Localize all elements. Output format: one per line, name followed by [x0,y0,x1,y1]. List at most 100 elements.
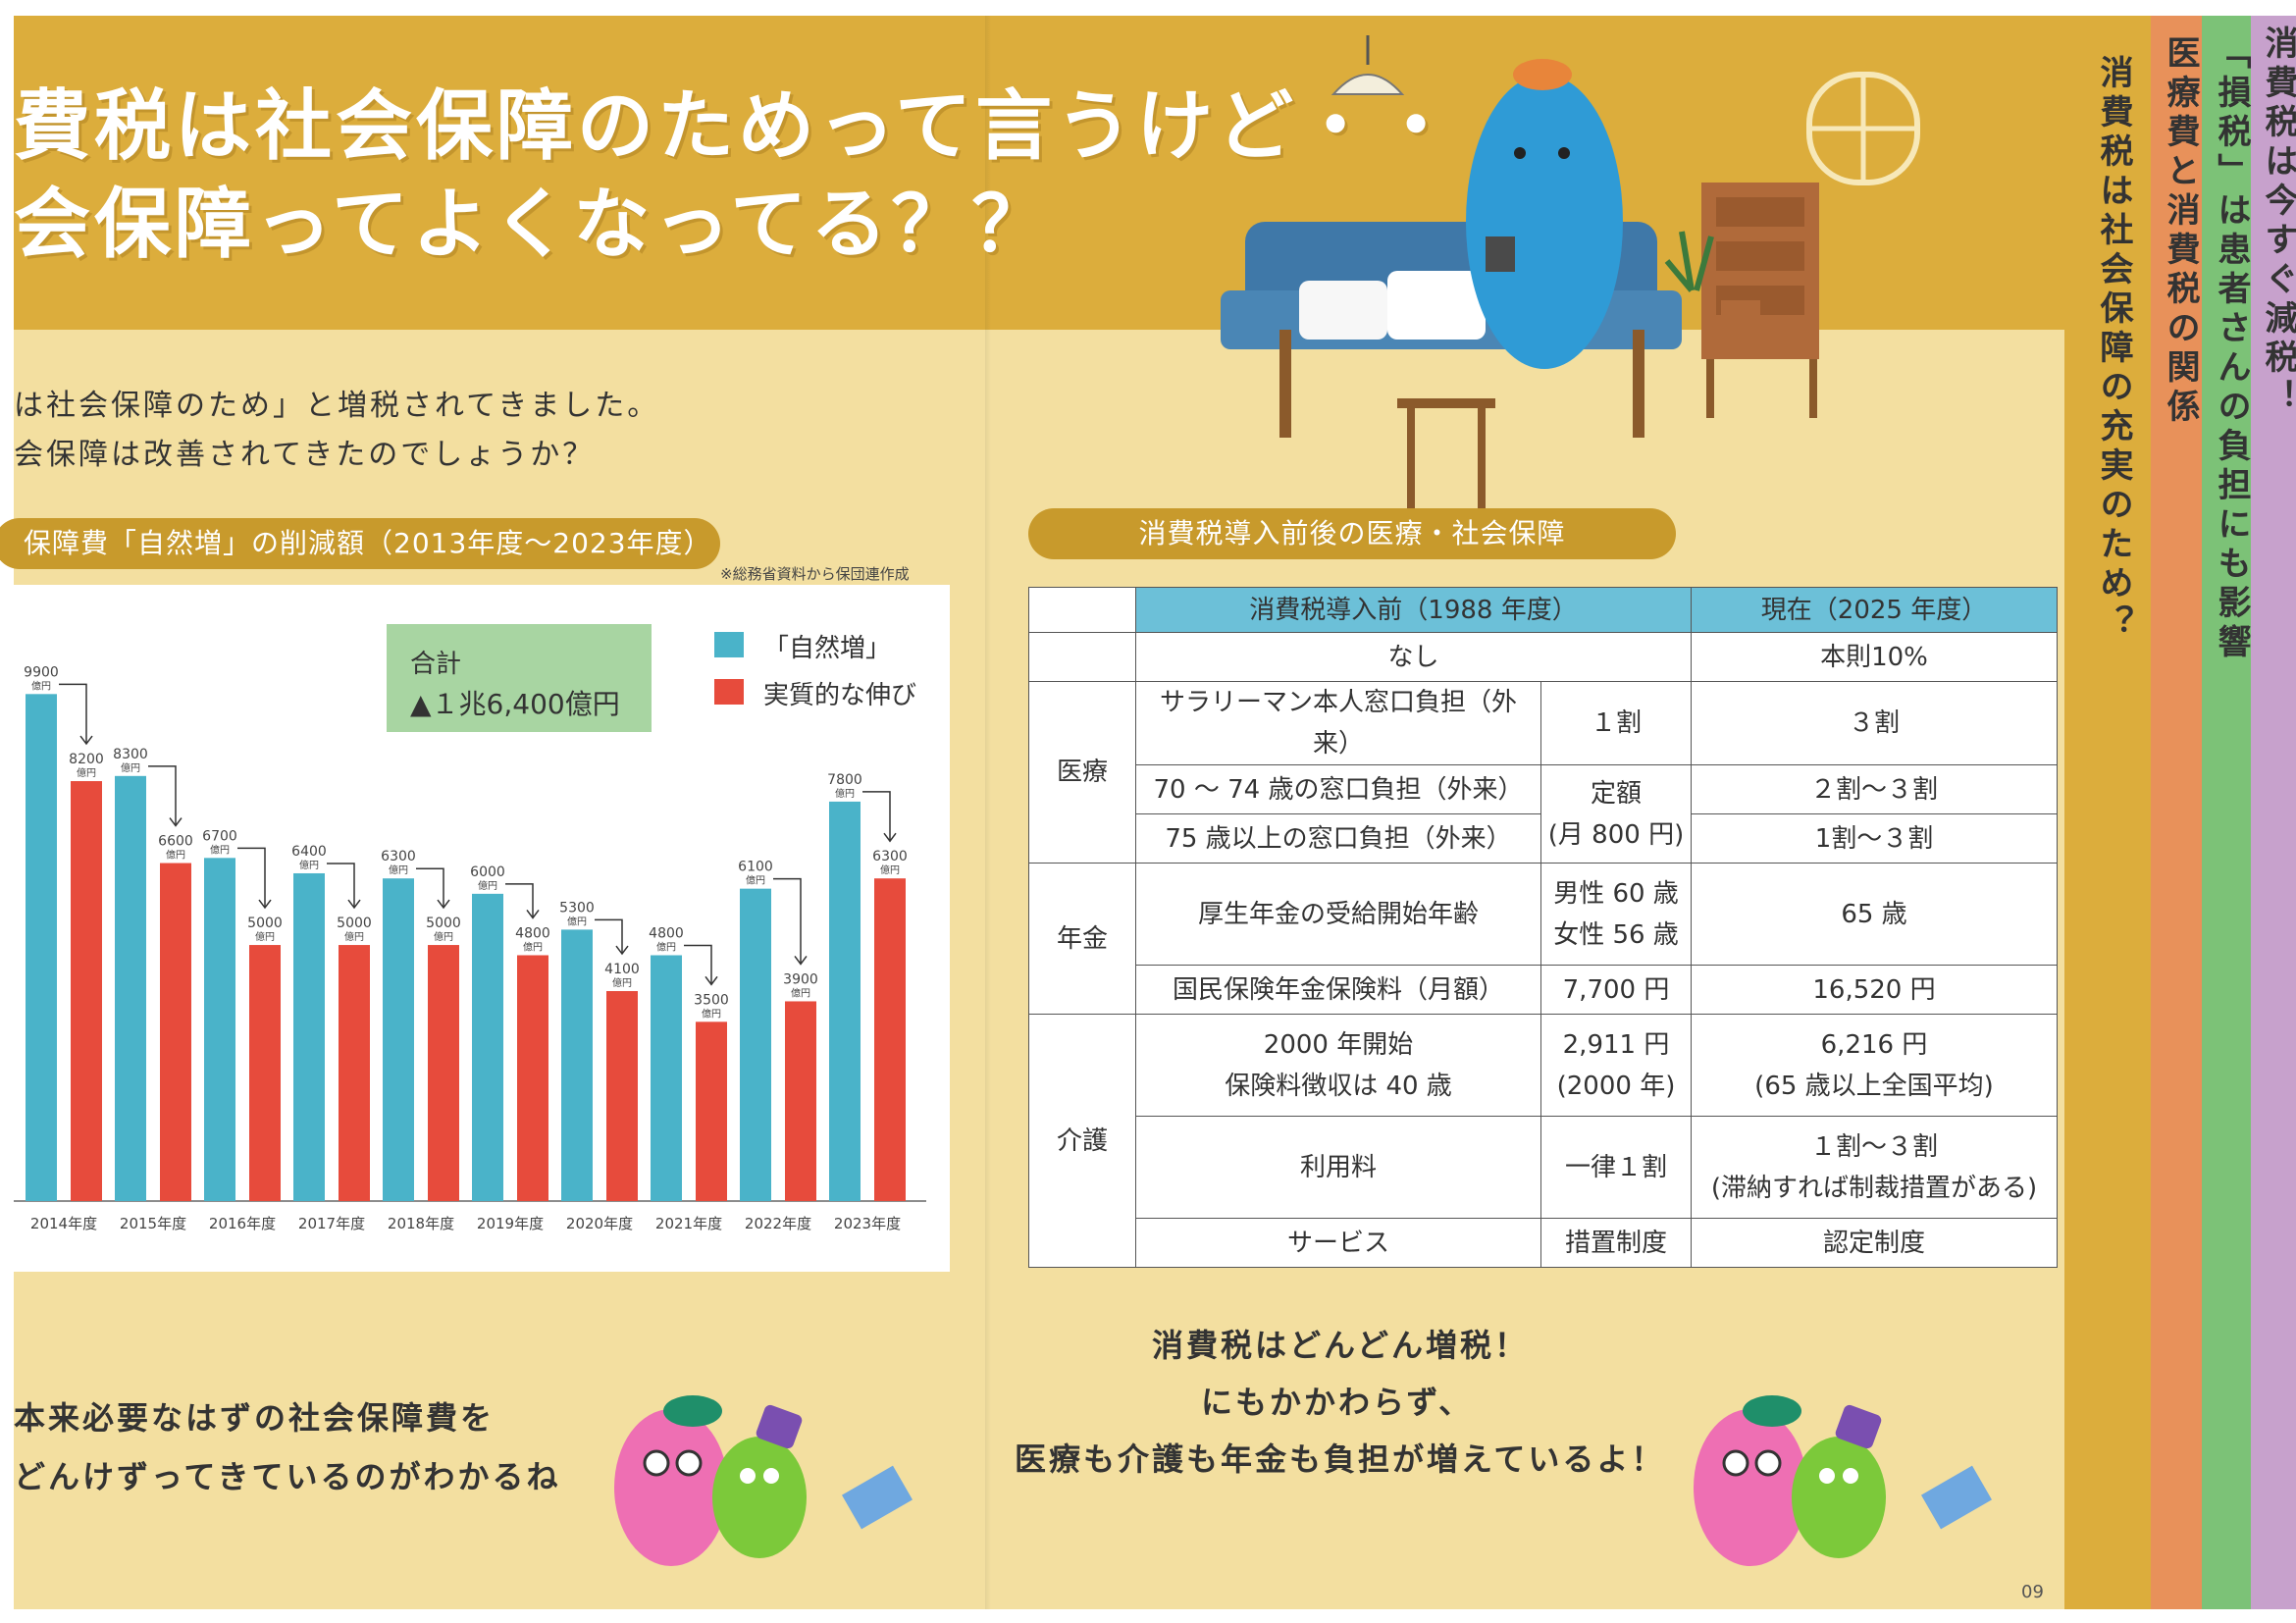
row4-before-b: 女性 56 歳 [1553,919,1679,950]
tab-1[interactable]: 消費税は社会保障の充実のため？ [2064,16,2151,1609]
bar-actual-2 [249,945,281,1201]
tax-before: なし [1135,632,1692,682]
reduction-arrowhead-8 [794,956,808,966]
characters-illustration-left [614,1395,913,1566]
table-corner [1028,587,1136,633]
legend-swatch-actual [714,679,744,705]
bar-natural-4 [383,878,414,1201]
data-unit-actual-2: 億円 [255,930,275,943]
x-tick-label-7: 2021年度 [655,1215,722,1232]
row6-item-a: 2000 年開始 [1263,1029,1414,1060]
left-bubble-line1: 本来必要なはずの社会保障費を [14,1399,496,1437]
bar-natural-7 [651,955,682,1201]
bar-actual-4 [428,945,459,1201]
data-unit-actual-9: 億円 [880,864,900,876]
row7-before: 一律１割 [1540,1116,1692,1219]
data-label-natural-1: 8300 [113,747,148,762]
reduction-arrowhead-6 [615,945,629,956]
data-unit-natural-4: 億円 [389,864,408,876]
x-tick-label-6: 2020年度 [566,1215,633,1232]
data-label-natural-2: 6700 [202,828,237,844]
header-now: 現在（2025 年度） [1691,587,2058,633]
data-unit-natural-3: 億円 [299,859,319,871]
data-unit-natural-2: 億円 [210,843,230,856]
data-unit-natural-9: 億円 [835,787,855,800]
tab-3[interactable]: 「損税」は患者さんの負担にも影響 [2202,16,2251,1609]
x-tick-label-4: 2018年度 [388,1215,454,1232]
total-value: ▲１兆6,400億円 [410,688,620,720]
x-tick-label-2: 2016年度 [209,1215,276,1232]
row7-now-b: (滞納すれば制裁措置がある) [1710,1173,2038,1203]
row5-now: 16,520 円 [1691,965,2058,1015]
page-fold [985,16,991,1609]
row6-now: 6,216 円 (65 歳以上全国平均) [1691,1014,2058,1117]
tab-2[interactable]: 医療費と消費税の関係 [2151,16,2202,1609]
data-label-natural-5: 6000 [470,864,505,880]
right-bubble-line3: 医療も介護も年金も負担が増えているよ！ [1015,1440,1666,1478]
row1-item: サラリーマン本人窓口負担（外来） [1135,681,1541,765]
row6-before-a: 2,911 円 [1562,1029,1670,1060]
reduction-arrow-3 [327,863,355,909]
bar-actual-0 [71,781,102,1201]
data-label-natural-6: 5300 [559,900,595,916]
mascot-sofa-illustration [1221,35,1920,526]
x-tick-label-5: 2019年度 [477,1215,544,1232]
row4-before-a: 男性 60 歳 [1553,878,1679,909]
bar-natural-5 [472,893,503,1201]
page-title-line1: 費税は社会保障のためって言うけど・・・ [14,82,1539,171]
data-label-actual-8: 3900 [783,971,818,987]
intro-line2: 会保障は改善されてきたのでしょうか？ [14,438,596,472]
row5-item: 国民保険年金保険料（月額） [1135,965,1541,1015]
data-label-natural-9: 7800 [827,772,862,788]
data-unit-actual-1: 億円 [166,849,185,862]
reduction-arrowhead-2 [258,899,272,910]
data-label-actual-2: 5000 [247,916,283,931]
reduction-arrow-2 [237,847,266,909]
bar-actual-9 [874,878,906,1201]
x-tick-label-0: 2014年度 [30,1215,97,1232]
left-section-pill: 保障費「自然増」の削減額（2013年度～2023年度） [0,518,720,569]
row23-before-b: (月 800 円) [1547,819,1685,850]
data-label-actual-6: 4100 [604,962,640,977]
row4-item: 厚生年金の受給開始年齢 [1135,863,1541,966]
tab-2-label: 医療費と消費税の関係 [2161,35,2200,428]
data-label-actual-3: 5000 [337,916,372,931]
bar-chart: 9900億円8200億円2014年度8300億円6600億円2015年度6700… [14,664,926,1232]
tab-4[interactable]: 消費税は今すぐ減税！ [2251,16,2296,1609]
data-unit-actual-5: 億円 [523,940,543,953]
tax-now: 本則10% [1691,632,2058,682]
data-label-natural-0: 9900 [24,664,59,680]
data-unit-actual-6: 億円 [612,976,632,989]
bar-actual-3 [339,945,370,1201]
reduction-arrow-6 [595,918,623,955]
reduction-arrowhead-4 [437,899,450,910]
x-tick-label-8: 2022年度 [745,1215,811,1232]
right-bubble-line1: 消費税はどんどん増税！ [1152,1327,1530,1364]
data-unit-natural-8: 億円 [746,874,765,887]
data-unit-actual-4: 億円 [434,930,453,943]
left-bubble-line2: どんけずってきているのがわかるね [14,1458,561,1495]
reduction-arrowhead-9 [883,832,897,843]
page-number: 09 [2021,1582,2044,1602]
row4-before: 男性 60 歳女性 56 歳 [1540,863,1692,966]
data-unit-natural-1: 億円 [121,761,140,774]
row7-now: １割～３割 (滞納すれば制裁措置がある) [1691,1116,2058,1219]
data-label-actual-5: 4800 [515,925,550,941]
bar-natural-8 [740,888,771,1201]
row5-before: 7,700 円 [1540,965,1692,1015]
reduction-arrow-5 [505,883,534,918]
row6-now-a: 6,216 円 [1820,1029,1928,1060]
reduction-arrow-0 [59,683,87,745]
reduction-arrowhead-3 [347,899,361,910]
bar-natural-3 [293,872,325,1201]
data-unit-actual-0: 億円 [77,766,96,779]
data-label-natural-3: 6400 [291,844,327,860]
right-section-pill: 消費税導入前後の医療・社会保障 [1028,508,1676,559]
tab-3-label: 「損税」は患者さんの負担にも影響 [2212,35,2251,663]
data-label-actual-0: 8200 [69,752,104,767]
row2-item: 70 ～ 74 歳の窓口負担（外来） [1135,764,1541,814]
page-title-line2: 会保障ってよくなってる？？ [14,181,1053,269]
reduction-arrowhead-1 [169,817,183,827]
row4-now: 65 歳 [1691,863,2058,966]
data-unit-natural-6: 億円 [567,915,587,927]
